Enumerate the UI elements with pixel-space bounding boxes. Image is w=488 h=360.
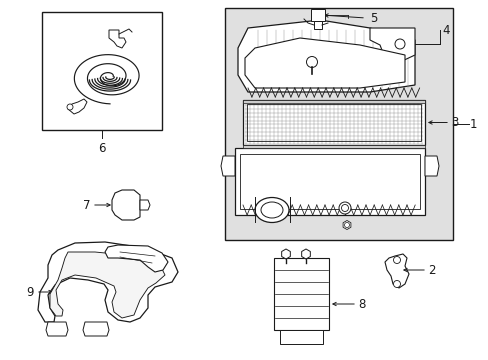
Circle shape [306,57,317,68]
Text: 1: 1 [469,117,476,131]
Polygon shape [38,242,178,322]
Circle shape [394,39,404,49]
Circle shape [344,222,349,228]
Polygon shape [301,249,310,259]
Polygon shape [238,20,414,92]
Bar [42,12,162,130]
Bar [313,21,321,29]
Bar [280,330,323,344]
Circle shape [341,204,348,212]
Polygon shape [424,156,438,176]
Polygon shape [46,322,68,336]
Text: 2: 2 [427,264,435,276]
Circle shape [393,256,400,264]
Text: 7: 7 [82,198,90,212]
Text: 9: 9 [26,285,34,298]
Circle shape [338,202,350,214]
Polygon shape [369,28,414,62]
Circle shape [393,280,400,288]
Polygon shape [384,254,408,288]
Polygon shape [281,249,290,259]
Circle shape [67,104,73,110]
Bar [273,258,328,330]
Polygon shape [50,252,164,318]
Polygon shape [244,38,404,88]
Bar [243,100,424,145]
Text: 3: 3 [450,116,457,129]
Text: 5: 5 [369,12,377,24]
Ellipse shape [261,202,283,218]
Ellipse shape [254,198,288,222]
Polygon shape [105,245,168,272]
Text: 6: 6 [98,142,105,155]
Polygon shape [140,200,150,210]
Polygon shape [109,30,126,48]
Bar [246,104,420,141]
Polygon shape [343,220,350,230]
Bar [310,9,325,21]
Text: 4: 4 [441,23,448,36]
Bar [243,100,424,103]
Bar [240,154,419,209]
Polygon shape [83,322,109,336]
Polygon shape [221,156,235,176]
Polygon shape [68,99,87,114]
Bar [235,148,424,215]
Bar [243,145,424,148]
Bar [224,8,452,240]
Text: 8: 8 [357,297,365,310]
Polygon shape [112,190,140,220]
